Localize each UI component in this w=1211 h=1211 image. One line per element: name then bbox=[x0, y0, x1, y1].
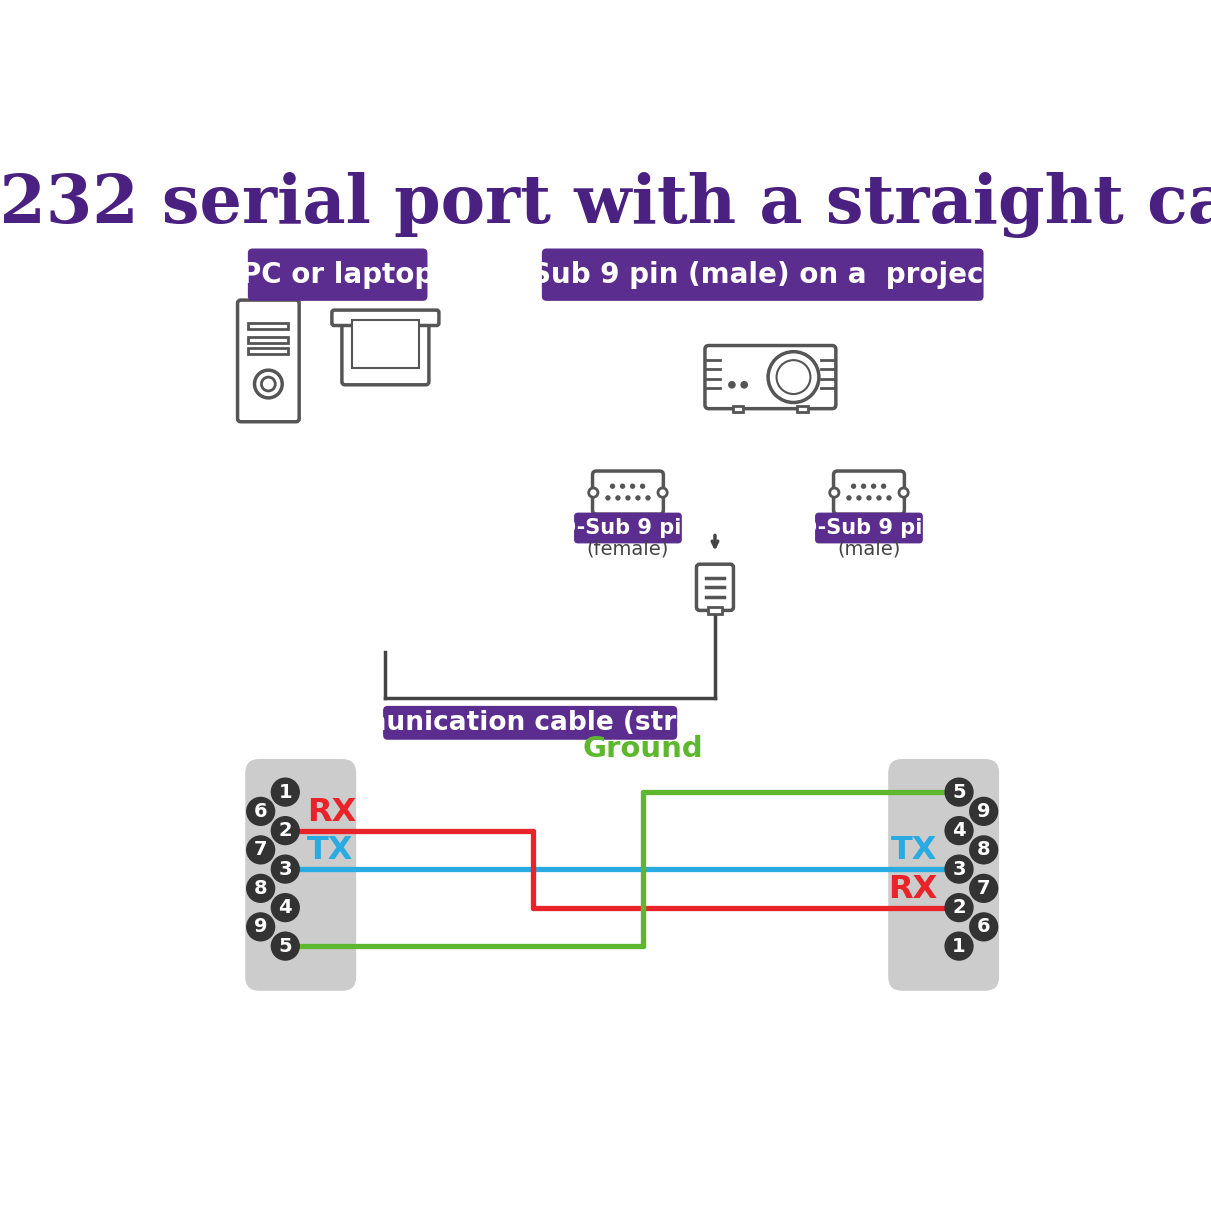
Circle shape bbox=[620, 483, 625, 489]
Text: 8: 8 bbox=[254, 879, 268, 897]
Circle shape bbox=[658, 488, 667, 498]
Circle shape bbox=[740, 381, 748, 389]
Circle shape bbox=[880, 483, 886, 489]
Circle shape bbox=[615, 495, 621, 500]
Bar bbox=[248, 323, 288, 329]
Circle shape bbox=[969, 836, 998, 865]
Circle shape bbox=[886, 495, 891, 500]
Circle shape bbox=[856, 495, 862, 500]
Circle shape bbox=[271, 777, 300, 807]
Text: Communication cable (straight): Communication cable (straight) bbox=[294, 710, 765, 736]
Text: 2: 2 bbox=[279, 821, 292, 840]
Circle shape bbox=[877, 495, 882, 500]
Text: 4: 4 bbox=[279, 899, 292, 917]
Text: D-Sub 9 pin (male) on a  projector: D-Sub 9 pin (male) on a projector bbox=[495, 260, 1029, 288]
Circle shape bbox=[945, 855, 974, 884]
FancyBboxPatch shape bbox=[592, 471, 664, 515]
Text: D-Sub 9 pin: D-Sub 9 pin bbox=[559, 518, 696, 538]
Circle shape bbox=[625, 495, 631, 500]
Text: 5: 5 bbox=[952, 782, 966, 802]
Circle shape bbox=[899, 488, 908, 498]
Text: RS232 serial port with a straight cable: RS232 serial port with a straight cable bbox=[0, 172, 1211, 239]
Bar bbox=[733, 407, 744, 412]
FancyBboxPatch shape bbox=[248, 248, 427, 300]
Text: PC or laptop: PC or laptop bbox=[241, 260, 435, 288]
FancyBboxPatch shape bbox=[332, 310, 438, 326]
Circle shape bbox=[246, 797, 275, 826]
Circle shape bbox=[969, 797, 998, 826]
Text: 6: 6 bbox=[254, 802, 268, 821]
Circle shape bbox=[271, 855, 300, 884]
Text: 3: 3 bbox=[279, 860, 292, 879]
Circle shape bbox=[639, 483, 645, 489]
Circle shape bbox=[271, 893, 300, 923]
Text: 7: 7 bbox=[977, 879, 991, 897]
FancyBboxPatch shape bbox=[705, 345, 836, 408]
Bar bbox=[248, 337, 288, 343]
Circle shape bbox=[254, 371, 282, 398]
Text: RX: RX bbox=[888, 873, 937, 905]
Text: 8: 8 bbox=[977, 840, 991, 860]
Circle shape bbox=[606, 495, 610, 500]
Circle shape bbox=[630, 483, 636, 489]
Text: 9: 9 bbox=[977, 802, 991, 821]
Text: 7: 7 bbox=[254, 840, 268, 860]
Circle shape bbox=[610, 483, 615, 489]
Circle shape bbox=[945, 816, 974, 845]
Text: 6: 6 bbox=[977, 918, 991, 936]
Circle shape bbox=[262, 377, 275, 391]
Circle shape bbox=[945, 893, 974, 923]
Text: D-Sub 9 pin: D-Sub 9 pin bbox=[800, 518, 937, 538]
Circle shape bbox=[846, 495, 851, 500]
Circle shape bbox=[728, 381, 736, 389]
Circle shape bbox=[636, 495, 641, 500]
Text: 9: 9 bbox=[254, 918, 268, 936]
FancyBboxPatch shape bbox=[541, 248, 983, 300]
Circle shape bbox=[969, 874, 998, 903]
Circle shape bbox=[969, 912, 998, 941]
Circle shape bbox=[768, 351, 819, 402]
FancyBboxPatch shape bbox=[574, 512, 682, 544]
Bar bbox=[352, 320, 419, 368]
Text: TX: TX bbox=[306, 836, 354, 866]
Circle shape bbox=[945, 777, 974, 807]
Text: 4: 4 bbox=[952, 821, 966, 840]
Circle shape bbox=[246, 836, 275, 865]
Text: Ground: Ground bbox=[582, 735, 704, 763]
Text: RX: RX bbox=[306, 797, 356, 827]
Circle shape bbox=[246, 874, 275, 903]
Circle shape bbox=[271, 931, 300, 960]
Circle shape bbox=[246, 912, 275, 941]
Bar bbox=[708, 608, 722, 614]
Circle shape bbox=[830, 488, 839, 498]
FancyBboxPatch shape bbox=[246, 759, 356, 991]
FancyBboxPatch shape bbox=[237, 300, 299, 421]
Text: (female): (female) bbox=[587, 539, 670, 558]
FancyBboxPatch shape bbox=[815, 512, 923, 544]
FancyBboxPatch shape bbox=[833, 471, 905, 515]
Text: 1: 1 bbox=[952, 936, 966, 955]
Text: 2: 2 bbox=[952, 899, 966, 917]
Text: 3: 3 bbox=[952, 860, 966, 879]
Bar bbox=[248, 348, 288, 354]
Circle shape bbox=[271, 816, 300, 845]
Circle shape bbox=[776, 360, 810, 394]
Bar bbox=[797, 407, 808, 412]
Text: (male): (male) bbox=[837, 539, 901, 558]
Circle shape bbox=[945, 931, 974, 960]
Circle shape bbox=[851, 483, 856, 489]
Circle shape bbox=[866, 495, 872, 500]
FancyBboxPatch shape bbox=[383, 706, 677, 740]
Text: TX: TX bbox=[891, 836, 937, 866]
Circle shape bbox=[589, 488, 598, 498]
Text: 1: 1 bbox=[279, 782, 292, 802]
FancyBboxPatch shape bbox=[888, 759, 999, 991]
Circle shape bbox=[645, 495, 650, 500]
Text: 5: 5 bbox=[279, 936, 292, 955]
Circle shape bbox=[861, 483, 866, 489]
FancyBboxPatch shape bbox=[342, 316, 429, 385]
FancyBboxPatch shape bbox=[696, 564, 734, 610]
Circle shape bbox=[871, 483, 877, 489]
